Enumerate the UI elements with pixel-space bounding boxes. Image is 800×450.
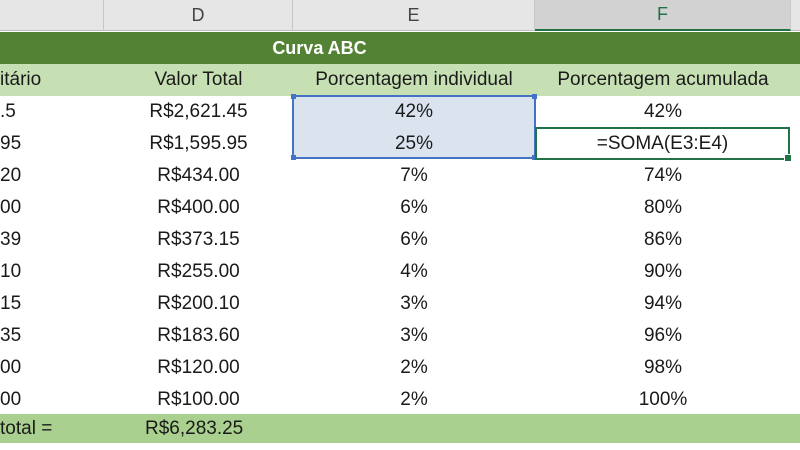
cell-unit-value[interactable]: .5	[0, 101, 16, 122]
cell-unit-value[interactable]: 39	[0, 229, 22, 250]
cell-total-value[interactable]: R$373.15	[157, 229, 240, 250]
total-value[interactable]: R$6,283.25	[145, 417, 244, 439]
cell-individual-percent[interactable]: 6%	[400, 229, 428, 250]
cell-individual-percent[interactable]: 2%	[400, 389, 428, 410]
header-unit-value[interactable]: itário	[0, 69, 42, 90]
table-row: 00 R$400.00 6% 80%	[0, 192, 800, 224]
formula-text: =SOMA(E3:E4)	[596, 132, 729, 154]
cell-unit-value[interactable]: 00	[0, 197, 22, 218]
column-header-e[interactable]: E	[293, 0, 535, 31]
total-label[interactable]: total =	[0, 417, 53, 439]
cell-cumulative-percent[interactable]: 86%	[643, 229, 683, 250]
cell-total-value[interactable]: R$200.10	[157, 293, 240, 314]
cell-individual-percent[interactable]: 42%	[394, 101, 434, 122]
cell-total-value[interactable]: R$1,595.95	[149, 133, 248, 154]
cell-total-value[interactable]: R$2,621.45	[149, 101, 248, 122]
cell-individual-percent[interactable]: 7%	[400, 165, 428, 186]
cell-unit-value[interactable]: 15	[0, 293, 22, 314]
cell-individual-percent[interactable]: 2%	[400, 357, 428, 378]
cell-individual-percent[interactable]: 4%	[400, 261, 428, 282]
cell-individual-percent[interactable]: 3%	[400, 293, 428, 314]
selection-range	[291, 94, 537, 160]
cell-individual-percent[interactable]: 6%	[400, 197, 428, 218]
cell-unit-value[interactable]: 00	[0, 357, 22, 378]
table-row: 39 R$373.15 6% 86%	[0, 224, 800, 256]
cell-total-value[interactable]: R$100.00	[157, 389, 240, 410]
cell-unit-value[interactable]: 10	[0, 261, 22, 282]
cell-cumulative-percent[interactable]: 94%	[643, 293, 683, 314]
cell-unit-value[interactable]: 95	[0, 133, 22, 154]
table-row: 00 R$100.00 2% 100%	[0, 384, 800, 416]
table-row: 95 R$1,595.95 25%	[0, 128, 800, 160]
cell-cumulative-percent[interactable]: 42%	[643, 101, 683, 122]
cell-total-value[interactable]: R$255.00	[157, 261, 240, 282]
cell-cumulative-percent[interactable]: 96%	[643, 325, 683, 346]
header-row: itário Valor Total Porcentagem individua…	[0, 64, 800, 96]
cell-unit-value[interactable]: 35	[0, 325, 22, 346]
cell-unit-value[interactable]: 20	[0, 165, 22, 186]
table-row: 35 R$183.60 3% 96%	[0, 320, 800, 352]
cell-cumulative-percent[interactable]: 80%	[643, 197, 683, 218]
cell-cumulative-percent[interactable]: 98%	[643, 357, 683, 378]
column-header-f[interactable]: F	[535, 0, 791, 31]
cell-cumulative-percent[interactable]: 90%	[643, 261, 683, 282]
cell-unit-value[interactable]: 00	[0, 389, 22, 410]
table-row: 00 R$120.00 2% 98%	[0, 352, 800, 384]
cell-total-value[interactable]: R$183.60	[157, 325, 240, 346]
table-row: .5 R$2,621.45 42% 42%	[0, 96, 800, 128]
header-individual-percent[interactable]: Porcentagem individual	[315, 69, 513, 90]
cell-cumulative-percent[interactable]: 100%	[638, 389, 688, 410]
header-cumulative-percent[interactable]: Porcentagem acumulada	[557, 69, 769, 90]
column-header-d[interactable]: D	[104, 0, 293, 31]
header-total-value[interactable]: Valor Total	[154, 69, 243, 90]
table-title[interactable]: Curva ABC	[272, 37, 367, 58]
table-row: 10 R$255.00 4% 90%	[0, 256, 800, 288]
cell-total-value[interactable]: R$434.00	[157, 165, 240, 186]
table-row: 15 R$200.10 3% 94%	[0, 288, 800, 320]
cell-total-value[interactable]: R$120.00	[157, 357, 240, 378]
table-row: 20 R$434.00 7% 74%	[0, 160, 800, 192]
total-row: total = R$6,283.25	[0, 414, 800, 443]
active-cell-formula[interactable]: =SOMA(E3:E4)	[535, 127, 792, 162]
column-header-g[interactable]	[791, 0, 800, 31]
cell-total-value[interactable]: R$400.00	[157, 197, 240, 218]
cell-cumulative-percent[interactable]: 74%	[643, 165, 683, 186]
column-header-c[interactable]	[0, 0, 104, 31]
cell-individual-percent[interactable]: 25%	[394, 133, 434, 154]
cell-individual-percent[interactable]: 3%	[400, 325, 428, 346]
title-row: Curva ABC	[0, 32, 800, 64]
